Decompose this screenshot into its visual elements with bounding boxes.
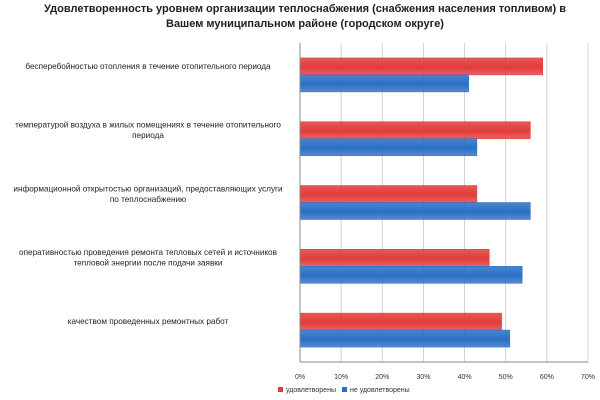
bar-satisfied	[299, 57, 543, 76]
x-tick-label: 70%	[581, 374, 595, 381]
category-label: информационной открытостью организаций, …	[13, 184, 282, 204]
legend-swatch	[342, 387, 347, 392]
bar-satisfied	[299, 249, 490, 267]
legend: удовлетворены не удовлетворены	[278, 387, 410, 394]
x-tick-labels: 0% 10% 20% 30% 40% 50% 60% 70%	[295, 374, 595, 381]
x-tick-label: 30%	[416, 374, 430, 381]
legend-swatch	[278, 387, 283, 392]
category-label: температурой воздуха в жилых помещениях …	[15, 120, 281, 140]
bar-not-satisfied	[299, 266, 523, 284]
bar-satisfied	[299, 121, 531, 139]
bar-not-satisfied	[299, 202, 531, 220]
category-label: оперативностью проведения ремонта теплов…	[19, 248, 277, 267]
chart-title: Удовлетворенность уровнем организации те…	[44, 3, 566, 30]
x-tick-label: 20%	[375, 374, 389, 381]
bar-not-satisfied	[299, 329, 511, 348]
x-tick-label: 0%	[295, 374, 305, 381]
bar-satisfied	[299, 185, 478, 203]
x-tick-label: 10%	[334, 374, 348, 381]
bar-not-satisfied	[299, 138, 478, 156]
axes	[299, 43, 588, 363]
bar-not-satisfied	[299, 74, 469, 93]
bars	[299, 57, 543, 348]
category-labels: бесперебойностью отопления в течение ото…	[13, 62, 282, 326]
x-tick-label: 40%	[458, 374, 472, 381]
category-label: бесперебойностью отопления в течение ото…	[25, 62, 271, 71]
x-tick-label: 50%	[499, 374, 513, 381]
x-tick-label: 60%	[540, 374, 554, 381]
category-label: качеством проведенных ремонтных работ	[68, 317, 229, 326]
bar-satisfied	[299, 312, 502, 331]
legend-label: удовлетворены	[286, 387, 336, 394]
legend-label: не удовлетворены	[350, 387, 410, 394]
